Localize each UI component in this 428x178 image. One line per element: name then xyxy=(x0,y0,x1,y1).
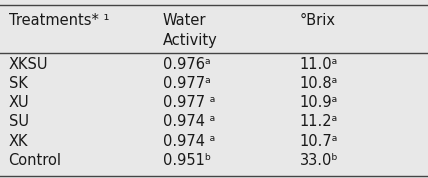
Text: SU: SU xyxy=(9,114,29,129)
Text: 33.0ᵇ: 33.0ᵇ xyxy=(300,153,338,168)
Text: Activity: Activity xyxy=(163,33,217,48)
Text: 10.9ᵃ: 10.9ᵃ xyxy=(300,95,338,110)
Text: XU: XU xyxy=(9,95,29,110)
Text: Water: Water xyxy=(163,13,206,28)
Text: 0.976ᵃ: 0.976ᵃ xyxy=(163,56,210,72)
Text: 0.974 ᵃ: 0.974 ᵃ xyxy=(163,134,215,149)
Text: XKSU: XKSU xyxy=(9,56,48,72)
Text: XK: XK xyxy=(9,134,28,149)
Text: 11.2ᵃ: 11.2ᵃ xyxy=(300,114,338,129)
Text: 0.977 ᵃ: 0.977 ᵃ xyxy=(163,95,215,110)
Text: 0.977ᵃ: 0.977ᵃ xyxy=(163,76,211,91)
Text: 0.974 ᵃ: 0.974 ᵃ xyxy=(163,114,215,129)
Text: Control: Control xyxy=(9,153,62,168)
Text: 10.8ᵃ: 10.8ᵃ xyxy=(300,76,338,91)
Text: 11.0ᵃ: 11.0ᵃ xyxy=(300,56,338,72)
Text: SK: SK xyxy=(9,76,27,91)
Text: °Brix: °Brix xyxy=(300,13,336,28)
Text: Treatments* ¹: Treatments* ¹ xyxy=(9,13,109,28)
Text: 0.951ᵇ: 0.951ᵇ xyxy=(163,153,211,168)
Text: 10.7ᵃ: 10.7ᵃ xyxy=(300,134,338,149)
